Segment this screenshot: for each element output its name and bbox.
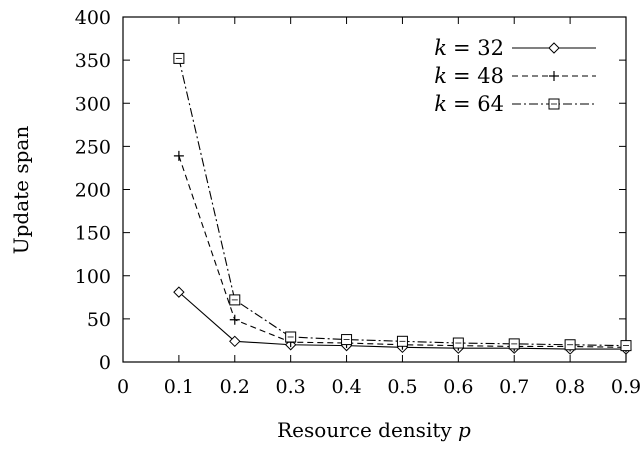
legend-marker	[548, 42, 560, 54]
legend-entry: k = 64	[434, 92, 596, 116]
x-tick-label: 0.4	[331, 376, 361, 398]
series-line	[178, 155, 627, 348]
data-point	[341, 334, 353, 346]
x-tick-label: 0.1	[164, 376, 194, 398]
data-point	[285, 331, 297, 343]
y-tick-label: 100	[75, 266, 111, 288]
y-tick-label: 300	[75, 93, 111, 115]
y-tick-label: 150	[75, 223, 111, 245]
legend-label: k = 64	[434, 92, 504, 116]
y-tick-label: 0	[99, 352, 111, 374]
legend-entry: k = 48	[434, 64, 596, 88]
data-point	[229, 294, 241, 306]
plot-frame	[122, 16, 627, 363]
legend: k = 32 k = 48 k = 64	[434, 36, 596, 116]
y-tick-label: 250	[75, 136, 111, 158]
legend-marker	[548, 98, 560, 110]
y-tick-label: 350	[75, 50, 111, 72]
series-3	[173, 52, 632, 352]
data-point	[229, 314, 240, 325]
x-tick-label: 0	[117, 376, 129, 398]
data-point	[173, 52, 185, 64]
series-layer	[173, 52, 632, 355]
x-tick-label: 0.7	[499, 376, 529, 398]
x-tick-label: 0.8	[555, 376, 585, 398]
x-tick-labels: 0 0.1 0.2 0.3 0.4 0.5 0.6 0.7 0.8 0.9	[117, 376, 640, 398]
y-axis-title: Update span	[9, 126, 33, 255]
data-point	[396, 335, 408, 347]
data-point	[173, 286, 185, 298]
data-point	[229, 335, 241, 348]
y-tick-label: 50	[87, 309, 111, 331]
data-point	[564, 339, 576, 351]
legend-label: k = 48	[434, 64, 504, 88]
data-point	[452, 337, 464, 349]
data-point	[173, 150, 184, 161]
x-axis-title: Resource density p	[277, 418, 471, 442]
x-tick-label: 0.2	[220, 376, 250, 398]
legend-label: k = 32	[434, 36, 504, 60]
x-tick-label: 0.5	[387, 376, 417, 398]
series-2	[173, 150, 631, 353]
data-point	[508, 338, 520, 350]
y-tick-label: 200	[75, 180, 111, 202]
legend-marker	[549, 71, 559, 81]
axis-ticks	[122, 16, 627, 363]
y-tick-label: 400	[75, 7, 111, 29]
legend-entry: k = 32	[434, 36, 596, 60]
x-tick-label: 0.3	[276, 376, 306, 398]
x-tick-label: 0.6	[443, 376, 473, 398]
data-point	[620, 340, 632, 352]
x-tick-label: 0.9	[611, 376, 640, 398]
y-tick-labels: 0 50 100 150 200 250 300 350 400	[75, 7, 111, 374]
